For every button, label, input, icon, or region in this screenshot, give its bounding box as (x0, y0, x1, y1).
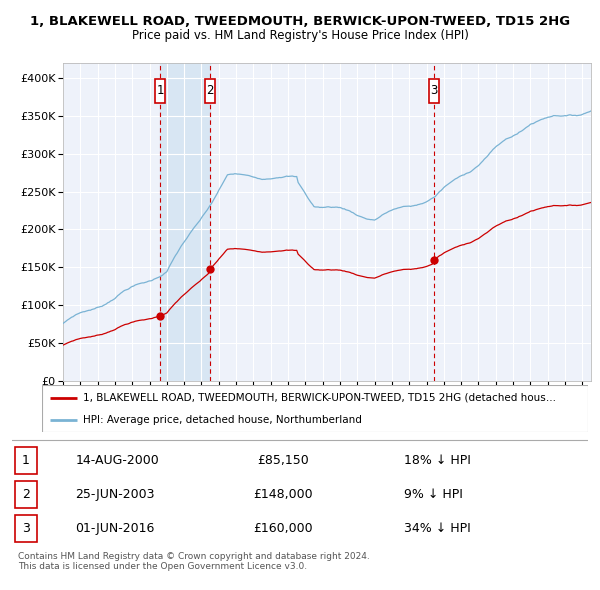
Text: Price paid vs. HM Land Registry's House Price Index (HPI): Price paid vs. HM Land Registry's House … (131, 30, 469, 42)
Text: 34% ↓ HPI: 34% ↓ HPI (404, 522, 470, 535)
Text: HPI: Average price, detached house, Northumberland: HPI: Average price, detached house, Nort… (83, 415, 362, 425)
Text: 01-JUN-2016: 01-JUN-2016 (76, 522, 155, 535)
FancyBboxPatch shape (155, 79, 166, 103)
Text: 3: 3 (430, 84, 437, 97)
FancyBboxPatch shape (15, 514, 37, 542)
Text: £85,150: £85,150 (257, 454, 308, 467)
Text: 2: 2 (206, 84, 214, 97)
Text: £160,000: £160,000 (253, 522, 313, 535)
FancyBboxPatch shape (428, 79, 439, 103)
FancyBboxPatch shape (205, 79, 215, 103)
Text: 25-JUN-2003: 25-JUN-2003 (76, 488, 155, 501)
Text: 1, BLAKEWELL ROAD, TWEEDMOUTH, BERWICK-UPON-TWEED, TD15 2HG: 1, BLAKEWELL ROAD, TWEEDMOUTH, BERWICK-U… (30, 15, 570, 28)
Text: 18% ↓ HPI: 18% ↓ HPI (404, 454, 470, 467)
Text: Contains HM Land Registry data © Crown copyright and database right 2024.
This d: Contains HM Land Registry data © Crown c… (18, 552, 370, 571)
FancyBboxPatch shape (15, 481, 37, 508)
Text: 2: 2 (22, 488, 30, 501)
Text: £148,000: £148,000 (253, 488, 313, 501)
Text: 3: 3 (22, 522, 30, 535)
Text: 1: 1 (157, 84, 164, 97)
Text: 1, BLAKEWELL ROAD, TWEEDMOUTH, BERWICK-UPON-TWEED, TD15 2HG (detached hous…: 1, BLAKEWELL ROAD, TWEEDMOUTH, BERWICK-U… (83, 393, 556, 403)
Text: 14-AUG-2000: 14-AUG-2000 (76, 454, 159, 467)
FancyBboxPatch shape (15, 447, 37, 474)
Bar (160, 63, 210, 381)
Text: 9% ↓ HPI: 9% ↓ HPI (404, 488, 463, 501)
FancyBboxPatch shape (42, 385, 588, 432)
Text: 1: 1 (22, 454, 30, 467)
